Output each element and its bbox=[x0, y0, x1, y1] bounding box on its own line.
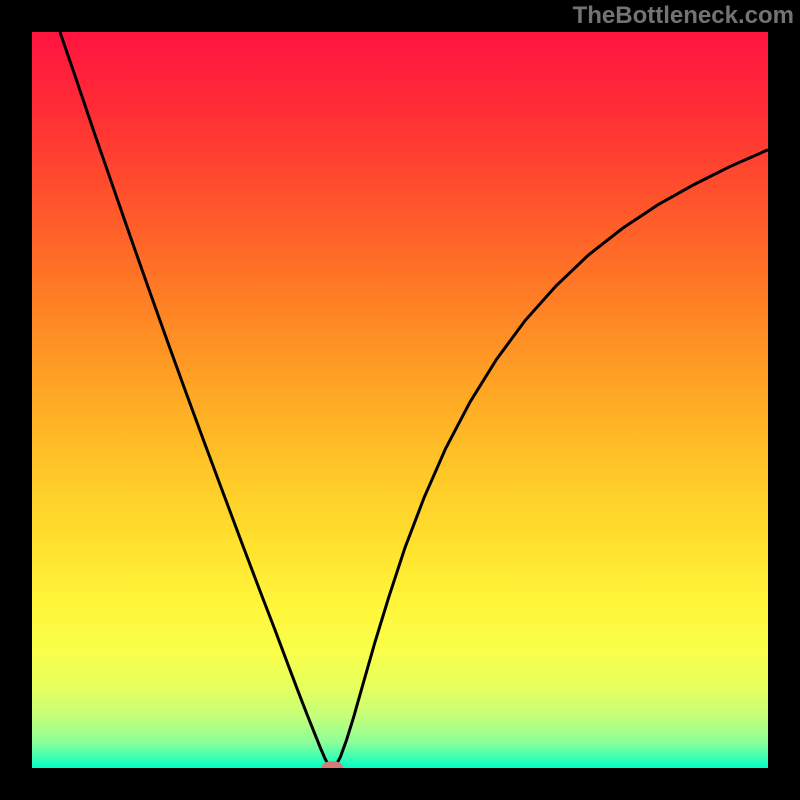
plot-background bbox=[32, 32, 768, 768]
bottleneck-chart bbox=[0, 0, 800, 800]
chart-container: TheBottleneck.com bbox=[0, 0, 800, 800]
